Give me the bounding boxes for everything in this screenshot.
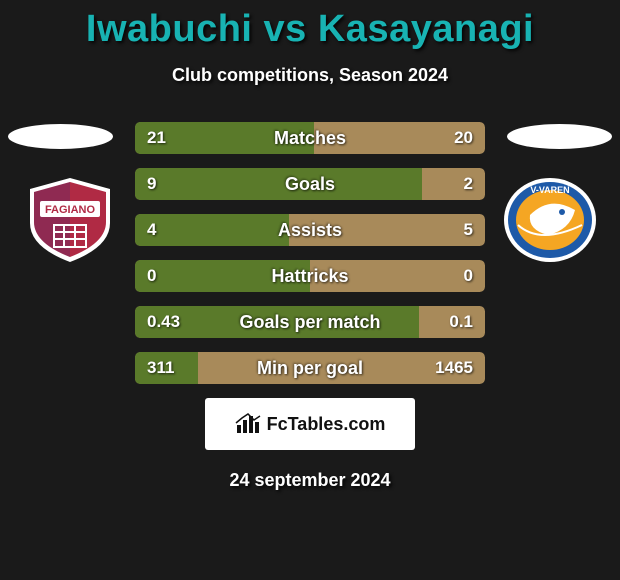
comparison-card: Iwabuchi vs Kasayanagi Club competitions…	[0, 0, 620, 580]
stat-value-right: 5	[464, 214, 473, 246]
left-team-crest: FAGIANO	[20, 175, 120, 265]
stat-row: Assists4 5	[135, 214, 485, 246]
stat-value-right: 0.1	[449, 306, 473, 338]
stat-label: Goals per match	[135, 306, 485, 338]
bar-chart-icon	[235, 413, 261, 435]
stat-label: Hattricks	[135, 260, 485, 292]
right-team-crest: V-VAREN	[500, 175, 600, 265]
stat-value-left: 4	[147, 214, 156, 246]
right-ellipse-shadow	[507, 124, 612, 149]
stat-value-left: 311	[147, 352, 174, 384]
stat-value-right: 2	[464, 168, 473, 200]
stat-label: Goals	[135, 168, 485, 200]
stat-label: Min per goal	[135, 352, 485, 384]
stat-row: Goals9 2	[135, 168, 485, 200]
attribution-badge[interactable]: FcTables.com	[205, 398, 415, 450]
stat-value-left: 0.43	[147, 306, 180, 338]
fagiano-crest-icon: FAGIANO	[20, 175, 120, 265]
stats-list: Matches21 20 Goals9 2 Assists4 5 Hattricks0 0 Go…	[135, 122, 485, 384]
svg-text:V-VAREN: V-VAREN	[530, 185, 569, 195]
stat-label: Matches	[135, 122, 485, 154]
stat-row: Matches21 20	[135, 122, 485, 154]
subtitle: Club competitions, Season 2024	[0, 65, 620, 86]
stat-value-right: 20	[454, 122, 473, 154]
date-label: 24 september 2024	[0, 470, 620, 491]
stat-value-left: 21	[147, 122, 166, 154]
left-ellipse-shadow	[8, 124, 113, 149]
stat-value-left: 9	[147, 168, 156, 200]
stat-value-right: 0	[464, 260, 473, 292]
attribution-text: FcTables.com	[267, 414, 386, 435]
stat-value-right: 1465	[435, 352, 473, 384]
stat-row: Min per goal311 1465	[135, 352, 485, 384]
stat-row: Hattricks0 0	[135, 260, 485, 292]
stat-label: Assists	[135, 214, 485, 246]
vvaren-crest-icon: V-VAREN	[500, 175, 600, 265]
svg-text:FAGIANO: FAGIANO	[45, 204, 96, 216]
page-title: Iwabuchi vs Kasayanagi	[0, 8, 620, 51]
stat-value-left: 0	[147, 260, 156, 292]
stat-row: Goals per match0.43 0.1	[135, 306, 485, 338]
